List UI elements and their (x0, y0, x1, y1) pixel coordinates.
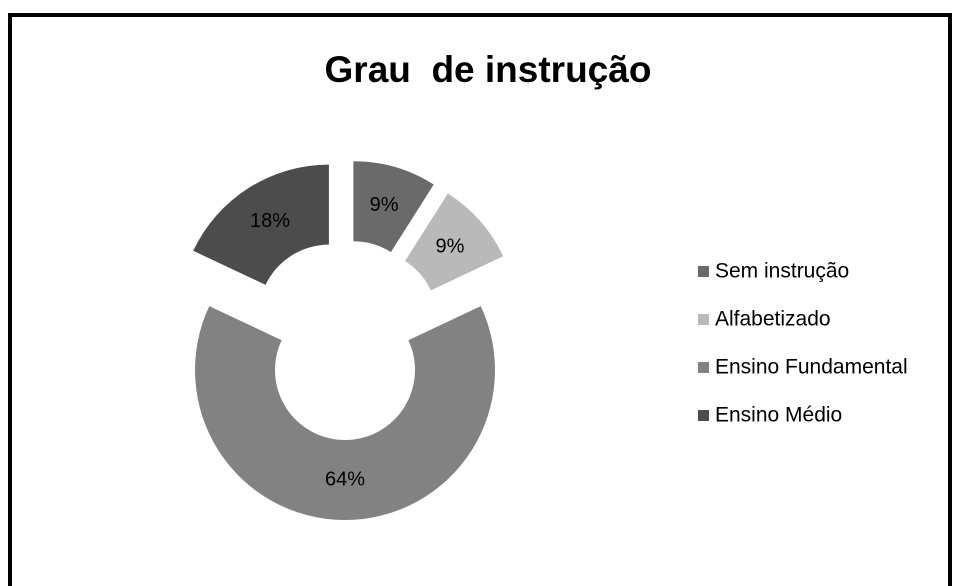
legend-swatch (698, 266, 709, 277)
data-label: 18% (250, 210, 290, 232)
legend-label: Ensino Fundamental (715, 356, 908, 379)
legend-swatch (698, 410, 709, 421)
legend-label: Ensino Médio (715, 404, 842, 427)
data-label: 9% (436, 236, 465, 258)
legend-swatch (698, 362, 709, 373)
data-label: 64% (325, 468, 365, 490)
donut-segment (405, 193, 504, 291)
donut-segment (194, 306, 495, 521)
donut-segment (193, 164, 329, 285)
chart-frame (8, 13, 952, 586)
donut-segment (353, 161, 434, 253)
legend-label: Alfabetizado (715, 308, 831, 331)
legend-label: Sem instrução (715, 260, 849, 283)
legend-swatch (698, 314, 709, 325)
data-label: 9% (370, 194, 399, 216)
chart-title: Grau de instrução (325, 49, 652, 90)
